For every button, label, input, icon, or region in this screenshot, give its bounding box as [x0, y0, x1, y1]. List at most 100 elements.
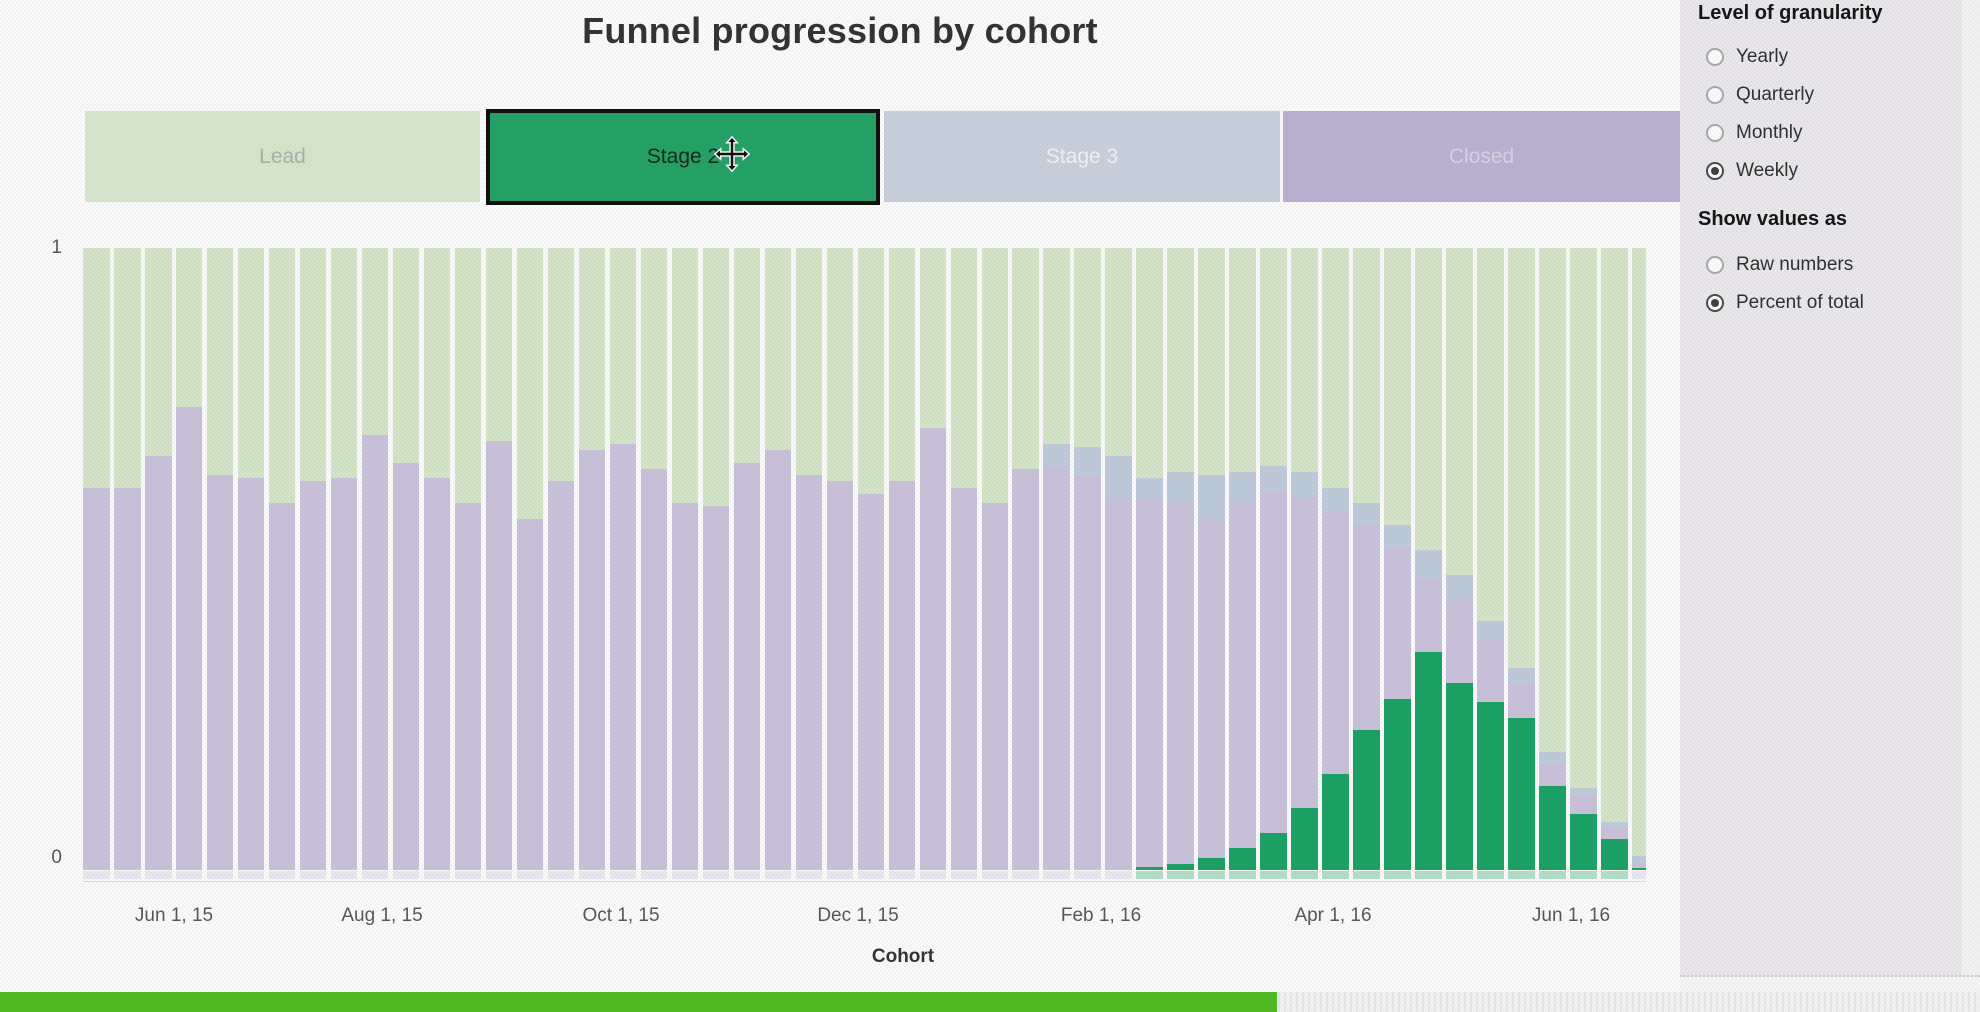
bar-segment-lead[interactable] [206, 248, 234, 475]
bar-segment-lead[interactable] [423, 248, 451, 479]
bar-segment-lead[interactable] [145, 248, 172, 457]
bar-segment-closed[interactable] [857, 493, 884, 870]
radio-button-icon[interactable] [1706, 162, 1724, 180]
bar-segment-stage3[interactable] [1570, 787, 1597, 796]
bar-segment-closed[interactable] [330, 478, 358, 870]
bar-segment-lead[interactable] [1167, 248, 1194, 472]
bar-segment-stage3[interactable] [1198, 475, 1225, 519]
bar-cohort[interactable] [702, 248, 730, 879]
bar-segment-lead[interactable] [857, 248, 884, 494]
bar-segment-closed[interactable] [299, 481, 327, 870]
bar-segment-lead[interactable] [671, 248, 699, 503]
bar-cohort[interactable] [1539, 248, 1566, 879]
bar-segment-lead[interactable] [578, 248, 606, 451]
bar-segment-lead[interactable] [1415, 248, 1442, 550]
bar-segment-closed[interactable] [764, 450, 792, 870]
bar-segment-closed[interactable] [1322, 512, 1349, 774]
bar-cohort[interactable] [485, 248, 513, 879]
bar-segment-stage3[interactable] [1136, 478, 1163, 497]
bar-segment-closed[interactable] [1384, 546, 1411, 699]
bar-segment-lead[interactable] [237, 248, 265, 479]
bar-segment-lead[interactable] [1632, 248, 1646, 857]
bar-segment-lead[interactable] [981, 248, 1008, 503]
bar-segment-stage3[interactable] [1260, 465, 1287, 491]
bar-cohort[interactable] [888, 247, 915, 879]
bar-cohort[interactable] [609, 248, 637, 879]
bar-segment-lead[interactable] [1198, 248, 1225, 475]
bar-segment-lead[interactable] [361, 248, 389, 435]
bar-segment-closed[interactable] [919, 428, 946, 870]
bar-segment-lead[interactable] [826, 247, 853, 482]
bar-segment-stage3[interactable] [1074, 447, 1101, 475]
bar-cohort[interactable] [1601, 248, 1628, 879]
bar-segment-closed[interactable] [114, 487, 141, 870]
bar-segment-lead[interactable] [516, 248, 544, 519]
bar-segment-stage3[interactable] [1353, 503, 1380, 525]
bar-segment-closed[interactable] [1601, 826, 1628, 839]
playback-progress-track[interactable] [0, 992, 1980, 1012]
bar-segment-closed[interactable] [83, 487, 110, 870]
bar-cohort[interactable] [1167, 248, 1194, 879]
bar-segment-stage3[interactable] [1229, 471, 1256, 503]
bar-segment-lead[interactable] [299, 247, 327, 482]
bar-segment-closed[interactable] [1508, 683, 1535, 718]
bar-cohort[interactable] [114, 248, 141, 879]
bar-segment-lead[interactable] [1477, 248, 1504, 622]
bar-segment-lead[interactable] [1384, 248, 1411, 525]
bar-segment-stage2[interactable] [1229, 848, 1256, 870]
bar-segment-stage2[interactable] [1136, 866, 1163, 870]
bar-segment-lead[interactable] [175, 248, 203, 407]
bar-segment-lead[interactable] [268, 248, 296, 503]
bar-segment-stage2[interactable] [1477, 702, 1504, 870]
bar-segment-lead[interactable] [1074, 248, 1101, 447]
bar-segment-stage2[interactable] [1322, 773, 1349, 870]
bar-cohort[interactable] [83, 248, 110, 879]
granularity-option-yearly[interactable]: Yearly [1706, 46, 1788, 68]
radio-button-icon[interactable] [1706, 256, 1724, 274]
bar-cohort[interactable] [826, 247, 853, 879]
bar-segment-closed[interactable] [361, 434, 389, 870]
bar-cohort[interactable] [1229, 248, 1256, 879]
bar-segment-stage2[interactable] [1198, 857, 1225, 870]
bar-segment-lead[interactable] [83, 248, 110, 488]
bar-segment-stage3[interactable] [1167, 471, 1194, 503]
granularity-option-weekly[interactable]: Weekly [1706, 160, 1798, 182]
bar-cohort[interactable] [671, 248, 699, 879]
stage-button-closed[interactable]: Closed [1283, 111, 1680, 202]
bar-segment-stage3[interactable] [1446, 574, 1473, 600]
bar-segment-closed[interactable] [485, 440, 513, 870]
radio-button-icon[interactable] [1706, 124, 1724, 142]
bar-cohort[interactable] [1415, 248, 1442, 879]
bar-segment-closed[interactable] [1136, 496, 1163, 867]
bar-cohort[interactable] [919, 248, 946, 879]
bar-segment-lead[interactable] [485, 248, 513, 441]
bar-segment-lead[interactable] [609, 248, 637, 444]
bar-segment-closed[interactable] [671, 503, 699, 870]
bar-segment-lead[interactable] [1322, 248, 1349, 488]
bar-segment-stage2[interactable] [1167, 863, 1194, 870]
bar-cohort[interactable] [268, 248, 296, 879]
bar-segment-stage2[interactable] [1508, 717, 1535, 870]
bar-segment-lead[interactable] [795, 248, 823, 475]
bar-segment-closed[interactable] [888, 481, 915, 870]
bar-segment-lead[interactable] [1105, 248, 1132, 457]
bar-segment-closed[interactable] [1291, 496, 1318, 808]
stage-button-lead[interactable]: Lead [85, 111, 480, 202]
bar-cohort[interactable] [1291, 248, 1318, 879]
bar-segment-closed[interactable] [640, 468, 668, 870]
bar-segment-closed[interactable] [609, 443, 637, 870]
bar-segment-lead[interactable] [1539, 248, 1566, 752]
bar-cohort[interactable] [145, 248, 172, 879]
bar-segment-stage2[interactable] [1601, 838, 1628, 870]
bar-segment-closed[interactable] [1229, 503, 1256, 849]
bar-cohort[interactable] [547, 247, 575, 879]
bar-cohort[interactable] [950, 248, 977, 879]
bar-segment-closed[interactable] [423, 478, 451, 870]
bar-segment-lead[interactable] [1291, 248, 1318, 472]
bar-segment-lead[interactable] [114, 248, 141, 488]
bar-cohort[interactable] [516, 248, 544, 879]
bar-cohort[interactable] [981, 248, 1008, 879]
bar-cohort[interactable] [237, 248, 265, 879]
bar-cohort[interactable] [454, 248, 482, 879]
bar-segment-stage3[interactable] [1508, 667, 1535, 684]
